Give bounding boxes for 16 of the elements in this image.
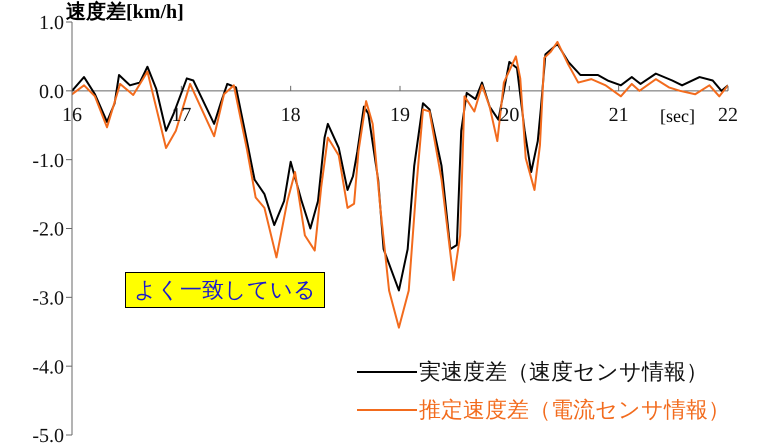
x-tick-label: 19 — [390, 104, 410, 126]
annotation: よく一致している — [125, 272, 325, 308]
y-tick-label: -2.0 — [32, 218, 64, 241]
x-tick-label: 22 — [718, 104, 738, 126]
y-tick-label: 1.0 — [39, 12, 64, 34]
y-tick-label: -4.0 — [32, 356, 64, 378]
legend-label: 推定速度差（電流センサ情報） — [419, 396, 730, 424]
y-tick-label: -1.0 — [32, 150, 64, 172]
x-tick-label: 18 — [280, 104, 301, 126]
legend-label: 実速度差（速度センサ情報） — [419, 358, 708, 386]
y-tick-label: -5.0 — [32, 425, 64, 447]
y-axis-title: 速度差[km/h] — [66, 0, 184, 25]
x-tick-label: 21 — [608, 104, 629, 126]
y-tick-label: 0.0 — [39, 80, 64, 103]
y-tick-label: -3.0 — [32, 287, 64, 310]
x-axis-title: [sec] — [660, 106, 695, 127]
